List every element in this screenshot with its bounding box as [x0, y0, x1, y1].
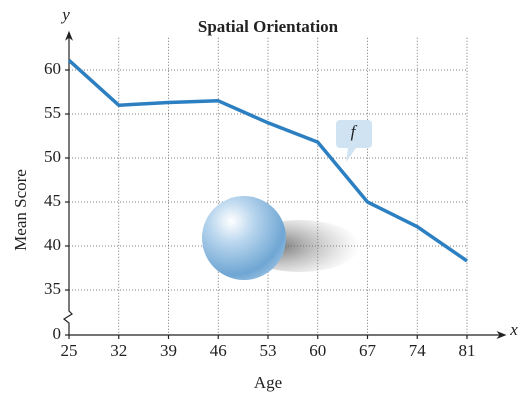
y-tick-label: 35	[44, 279, 61, 298]
x-axis-label: Age	[254, 373, 282, 392]
x-tick-label: 67	[359, 341, 377, 360]
y-tick-label: 40	[44, 235, 61, 254]
chart: Spatial Orientation Mean Score Age y x f…	[0, 0, 522, 393]
x-tick-label: 74	[409, 341, 427, 360]
y-tick-label: 60	[44, 59, 61, 78]
x-tick-label: 46	[210, 341, 227, 360]
x-axis-letter: x	[509, 320, 518, 339]
y-axis-label: Mean Score	[11, 169, 30, 251]
x-tick-label: 32	[110, 341, 127, 360]
y-tick-label: 55	[44, 103, 61, 122]
x-tick-label: 81	[458, 341, 475, 360]
x-tick-label: 25	[61, 341, 78, 360]
x-tick-label: 60	[309, 341, 326, 360]
chart-title: Spatial Orientation	[198, 17, 339, 36]
y-tick-label: 50	[44, 147, 61, 166]
y-tick-label: 45	[44, 191, 61, 210]
x-tick-label: 39	[160, 341, 177, 360]
sphere	[202, 196, 286, 280]
y-axis-letter: y	[60, 5, 70, 24]
x-tick-label: 53	[259, 341, 276, 360]
